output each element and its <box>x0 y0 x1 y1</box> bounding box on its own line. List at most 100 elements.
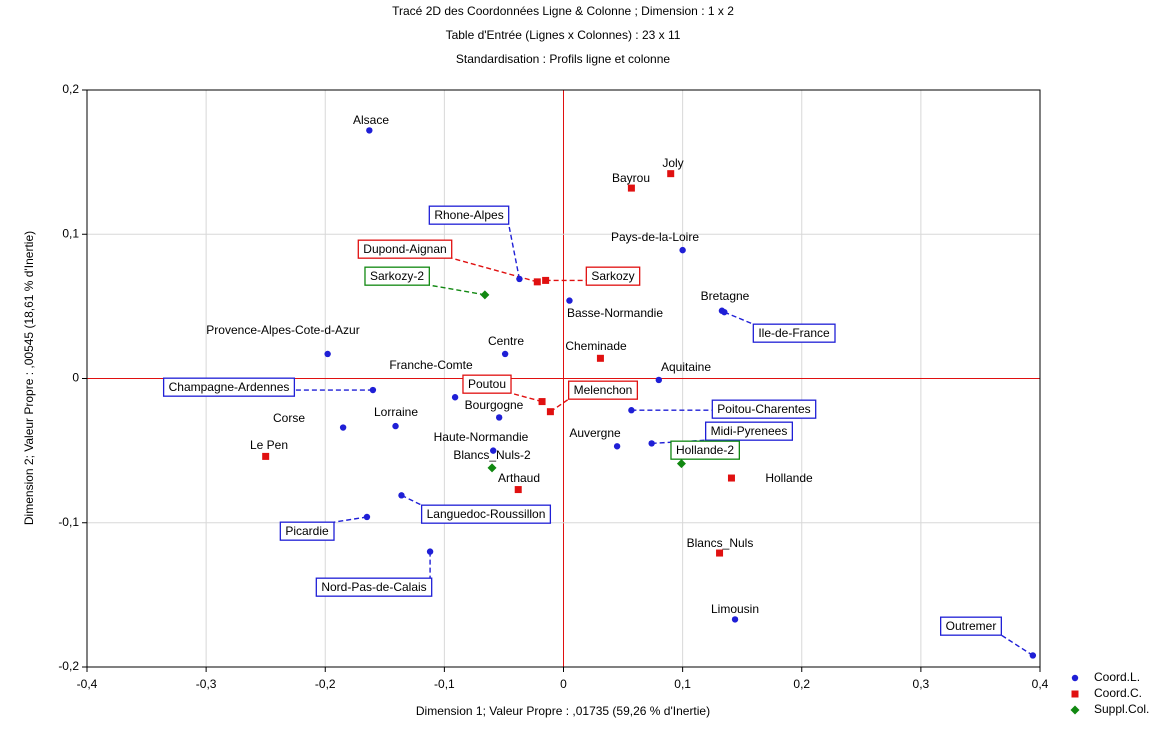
point <box>495 414 503 421</box>
chart-title: Tracé 2D des Coordonnées Ligne & Colonne… <box>392 4 734 18</box>
label-box <box>585 266 641 286</box>
x-tick-label: -0,4 <box>77 677 98 691</box>
point <box>501 350 509 358</box>
point-label: Corse <box>273 411 305 425</box>
point <box>451 394 459 401</box>
point-label: Poutou <box>468 377 506 391</box>
point-label: Pays-de-la-Loire <box>611 230 699 244</box>
point-label: Bourgogne <box>465 398 524 412</box>
y-tick-label: 0 <box>72 371 79 385</box>
point-label: Auvergne <box>569 426 621 440</box>
point-label: Blancs_Nuls <box>687 536 754 550</box>
point-label: Basse-Normandie <box>567 306 663 320</box>
x-tick-label: 0,2 <box>793 677 810 691</box>
y-tick-label: 0,1 <box>62 226 79 240</box>
x-tick-label: -0,3 <box>196 677 217 691</box>
point-layer <box>262 127 1037 659</box>
point <box>363 513 371 521</box>
point-label: Outremer <box>946 619 997 633</box>
point-label: Rhone-Alpes <box>434 208 503 222</box>
point <box>716 549 724 557</box>
x-tick-label: 0 <box>560 677 567 691</box>
point <box>667 170 675 178</box>
leader-line <box>401 494 422 506</box>
leader-line <box>333 516 368 523</box>
point-label: Le Pen <box>250 438 288 452</box>
point <box>487 463 497 473</box>
x-tick-label: 0,4 <box>1032 677 1049 691</box>
label-layer: Alsace Pays-de-la-Loire Rhone-Alpes Basse-N… <box>162 113 1034 657</box>
label-box <box>428 205 510 225</box>
y-tick-label: -0,2 <box>58 659 79 673</box>
leader-line <box>724 311 754 325</box>
point <box>369 386 377 394</box>
point-label: Alsace <box>353 113 389 127</box>
point <box>542 276 550 284</box>
point-label: Dupond-Aignan <box>363 242 446 256</box>
legend-label: Suppl.Col. <box>1094 702 1149 716</box>
point-label: Haute-Normandie <box>434 430 529 444</box>
point <box>480 290 490 300</box>
point <box>1029 652 1037 659</box>
point <box>538 398 546 406</box>
chart-subtitle: Table d'Entrée (Lignes x Colonnes) : 23 … <box>446 28 681 42</box>
legend-marker <box>1070 705 1080 715</box>
point-label: Bretagne <box>701 289 750 303</box>
point <box>596 354 604 362</box>
point <box>514 486 522 494</box>
leader-line <box>1000 634 1034 657</box>
y-tick-label: 0,2 <box>62 82 79 96</box>
point-label: Limousin <box>711 602 759 616</box>
label-box <box>357 239 453 259</box>
legend-marker <box>1071 690 1079 698</box>
point-label: Lorraine <box>374 405 418 419</box>
point <box>731 616 739 623</box>
point <box>613 443 621 450</box>
x-axis-label: Dimension 1; Valeur Propre : ,01735 (59,… <box>416 704 710 718</box>
point <box>546 408 554 416</box>
point <box>392 422 399 430</box>
point <box>398 492 405 499</box>
label-box <box>364 266 430 286</box>
point <box>516 275 523 283</box>
label-box <box>279 521 335 541</box>
point <box>679 246 686 254</box>
leader-line <box>508 224 521 280</box>
label-box <box>704 421 794 441</box>
point-label: Poitou-Charentes <box>717 402 810 416</box>
point-label: Champagne-Ardennes <box>169 380 290 394</box>
legend-marker <box>1071 674 1079 682</box>
point-label: Sarkozy-2 <box>370 269 424 283</box>
label-box <box>567 380 639 400</box>
point-label: Aquitaine <box>661 360 711 374</box>
point <box>655 376 662 384</box>
point-label: Arthaud <box>498 471 540 485</box>
point-label: Bayrou <box>612 171 650 185</box>
point-label: Languedoc-Roussillon <box>427 507 546 521</box>
point-label: Midi-Pyrenees <box>711 424 788 438</box>
point-label: Melenchon <box>574 383 633 397</box>
point <box>727 474 735 482</box>
point <box>566 297 573 304</box>
point <box>628 407 635 414</box>
label-box <box>711 399 817 419</box>
label-box <box>940 616 1002 636</box>
point-label: Centre <box>488 334 524 348</box>
x-tick-label: -0,1 <box>434 677 455 691</box>
x-tick-label: -0,2 <box>315 677 336 691</box>
point <box>648 440 655 447</box>
label-box <box>670 440 740 460</box>
point <box>533 278 541 286</box>
point <box>339 424 347 431</box>
x-tick-label: 0,1 <box>674 677 691 691</box>
point <box>366 127 373 134</box>
point <box>426 548 434 555</box>
point-label: Picardie <box>285 524 329 538</box>
point <box>676 459 686 469</box>
y-axis-label: Dimension 2; Valeur Propre : ,00545 (18,… <box>22 231 36 525</box>
point-label: Nord-Pas-de-Calais <box>321 580 426 594</box>
point-label: Sarkozy <box>591 269 634 283</box>
point-label: Blancs_Nuls-2 <box>453 448 531 462</box>
legend-label: Coord.C. <box>1094 686 1142 700</box>
